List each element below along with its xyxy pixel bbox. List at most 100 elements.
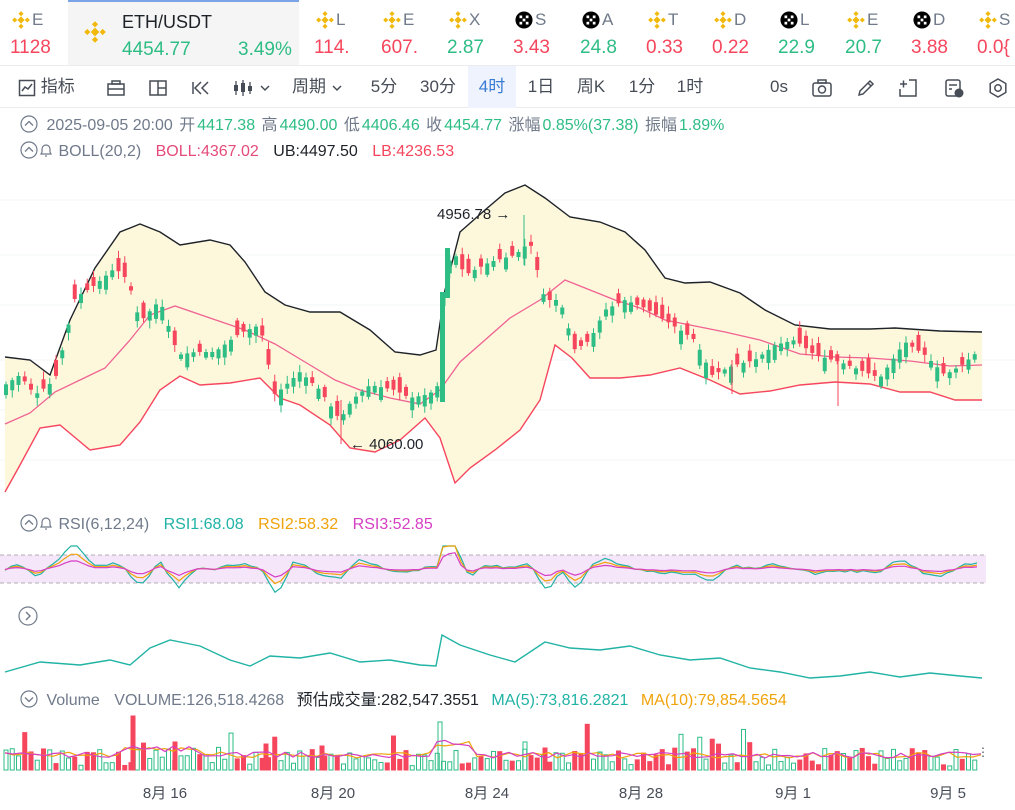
indicator-icon [18,79,36,96]
candle [447,260,452,274]
x-axis-label: 8月 28 [619,785,663,802]
ticker-3[interactable]: X 2.87 [435,0,501,65]
pencil-icon[interactable] [855,77,877,99]
candle [47,383,52,395]
indicator-button[interactable]: 指标 [18,66,75,108]
ticker-4[interactable]: S 3.43 [501,0,567,65]
ticker-11[interactable]: S 0.0{ [965,0,1015,65]
candle [729,366,733,383]
ticker-symbol: E [867,10,879,29]
ticker-8[interactable]: L 22.9 [766,0,832,65]
volume-bar [172,759,178,771]
volume-bar [634,759,640,771]
candle [760,354,765,359]
okx-icon [913,11,931,29]
candle [735,353,740,365]
volume-bar [753,761,759,771]
volume-bar [84,751,90,771]
okx-icon [582,11,600,29]
candle [204,352,208,358]
interval-4h[interactable]: 4时 [468,66,516,108]
candle [291,377,296,387]
ticker-9[interactable]: E 20.7 [833,0,899,65]
add-window-icon[interactable] [897,77,919,99]
candle [622,300,627,313]
candle [391,379,396,390]
volume-bar [434,752,440,771]
candle [885,367,890,380]
chart-toolbar: 指标 周期 5分 30分 4时 1日 周K 1分 1时 0s [0,66,1015,108]
okx-icon [515,11,533,29]
candle [72,284,77,300]
bell-icon[interactable] [38,515,54,531]
expand-icon[interactable] [18,606,38,626]
volume-bar [97,749,103,771]
volume-bar [628,764,634,771]
briefcase-icon [107,79,125,96]
volume-bar [472,757,478,771]
ticker-2[interactable]: E 607. [369,0,435,65]
change-value: 0.85%(37.38) [542,117,639,134]
candle [654,302,658,315]
interval-1d[interactable]: 1日 [527,77,555,96]
ticker-5[interactable]: A 24.8 [568,0,634,65]
candle [791,340,796,345]
calculator-icon[interactable] [943,77,965,99]
collapse-icon[interactable] [20,690,38,708]
volume-bar [959,758,965,771]
volume-bar [437,721,443,771]
bell-icon[interactable] [38,142,54,158]
candle [672,317,677,327]
volume-bar [334,755,340,771]
candle [116,258,121,272]
ticker-0[interactable]: E 1128 [0,0,68,65]
ticker-7[interactable]: D 0.22 [700,0,766,65]
interval-30m[interactable]: 30分 [420,77,456,96]
x-axis-label: 9月 5 [930,785,966,802]
collapse-icon[interactable] [20,141,38,159]
candle [254,326,258,336]
ticker-6[interactable]: T 0.33 [634,0,700,65]
ticker-symbol: S [999,10,1011,29]
replay-button[interactable] [190,66,212,108]
active-ticker-eth-usdt[interactable]: ETH/USDT 4454.77 3.49% [68,0,299,65]
candle [4,384,8,396]
collapse-icon[interactable] [20,115,38,133]
ticker-10[interactable]: D 3.88 [899,0,965,65]
volume-bar [3,749,9,771]
close-value: 4454.77 [444,117,503,134]
volume-bar [609,761,615,771]
chart-type-dropdown[interactable] [232,66,271,108]
camera-icon[interactable] [811,77,833,99]
layout-button[interactable] [148,66,168,108]
candle [172,330,177,346]
candle [910,342,915,347]
active-ticker-symbol: ETH/USDT [122,12,212,32]
ticker-symbol: D [734,10,747,29]
interval-1min[interactable]: 1分 [628,77,656,96]
volume-bar [153,749,159,771]
interval-5m[interactable]: 5分 [370,77,398,96]
candle [716,368,721,373]
ticker-value: 20.7 [845,37,882,58]
candle [66,324,71,333]
volume-bar [166,748,171,771]
ticker-value: 0.0{ [977,37,1010,58]
period-dropdown[interactable]: 周期 [292,66,343,108]
interval-1w[interactable]: 周K [576,77,606,96]
volume-bar [441,760,446,771]
gear-icon[interactable] [987,77,1009,99]
candle [229,339,233,352]
binance-icon [316,11,334,29]
collapse-icon[interactable] [20,514,38,532]
volume-bar [828,754,834,771]
ticker-1[interactable]: L 114. [302,0,368,65]
volume-bar [934,756,940,771]
template-button[interactable] [106,66,126,108]
interval-1hr[interactable]: 1时 [676,77,704,96]
volume-bar [903,757,909,771]
candle [460,254,465,270]
volume-bar [409,765,415,771]
volume-bar [53,763,59,771]
volume-bar [284,751,290,771]
